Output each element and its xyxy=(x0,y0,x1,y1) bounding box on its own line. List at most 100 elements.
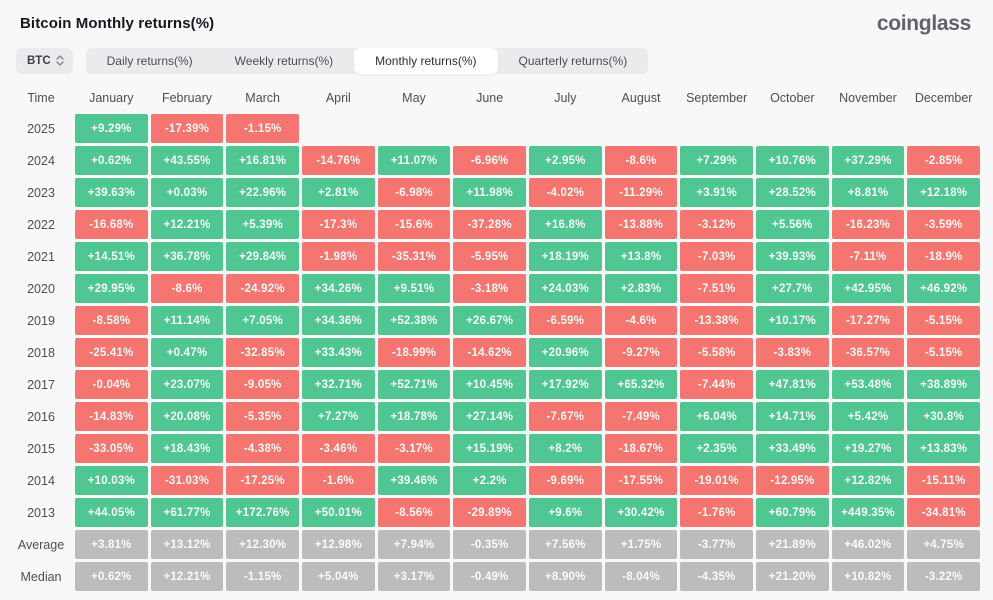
return-cell: -6.96% xyxy=(453,146,526,175)
return-cell: -8.58% xyxy=(75,306,148,335)
return-cell: -14.83% xyxy=(75,402,148,431)
return-cell: -7.03% xyxy=(680,242,753,271)
return-cell: +11.98% xyxy=(453,178,526,207)
return-cell: +13.83% xyxy=(907,434,980,463)
return-cell: +20.08% xyxy=(150,402,224,431)
return-cell: +10.76% xyxy=(755,146,829,175)
column-header-november: November xyxy=(839,91,897,105)
return-cell: +3.91% xyxy=(680,178,753,207)
return-cell: +5.56% xyxy=(755,210,829,239)
return-cell: -5.15% xyxy=(907,306,980,335)
return-cell: +12.21% xyxy=(150,210,224,239)
row-label-2024: 2024 xyxy=(27,153,55,168)
return-cell: -3.77% xyxy=(680,530,753,559)
tab-quarterly-returns[interactable]: Quarterly returns(%) xyxy=(498,48,649,74)
return-cell: +7.94% xyxy=(377,530,451,559)
return-cell: +23.07% xyxy=(150,370,224,399)
column-header-april: April xyxy=(325,91,351,105)
tab-monthly-returns[interactable]: Monthly returns(%) xyxy=(354,47,498,74)
return-cell: +24.03% xyxy=(528,274,602,303)
return-cell: +21.20% xyxy=(755,562,829,591)
return-cell: +0.62% xyxy=(75,146,148,175)
column-header-december: December xyxy=(914,91,973,105)
return-cell: -5.58% xyxy=(680,338,753,367)
column-header-july: July xyxy=(554,91,577,105)
return-cell: +44.05% xyxy=(75,498,148,527)
return-cell: +10.45% xyxy=(453,370,526,399)
return-cell: -17.39% xyxy=(150,114,224,143)
return-cell: +18.19% xyxy=(528,242,602,271)
return-cell: -35.31% xyxy=(377,242,451,271)
column-header-august: August xyxy=(621,91,661,105)
return-cell: +19.27% xyxy=(831,434,905,463)
return-cell: +18.78% xyxy=(377,402,451,431)
return-cell: -1.15% xyxy=(226,114,299,143)
time-column-header: Time xyxy=(27,91,55,105)
return-cell: +7.29% xyxy=(680,146,753,175)
returns-table: Time January February March April May June July… xyxy=(10,82,980,591)
return-cell: -3.12% xyxy=(680,210,753,239)
return-cell: -2.85% xyxy=(907,146,980,175)
symbol-select[interactable]: BTC xyxy=(16,47,73,74)
return-cell: -5.35% xyxy=(226,402,299,431)
row-label-2020: 2020 xyxy=(27,281,55,296)
return-cell: -9.27% xyxy=(604,338,678,367)
column-header-march: March xyxy=(245,91,281,105)
return-cell: -7.44% xyxy=(680,370,753,399)
return-cell: +12.21% xyxy=(150,562,224,591)
return-cell: -7.67% xyxy=(528,402,602,431)
tab-weekly-returns[interactable]: Weekly returns(%) xyxy=(214,48,354,74)
return-cell: -15.6% xyxy=(377,210,451,239)
column-header-january: January xyxy=(89,91,134,105)
tab-daily-returns[interactable]: Daily returns(%) xyxy=(86,48,214,74)
return-cell: +2.83% xyxy=(604,274,678,303)
return-cell: +0.62% xyxy=(75,562,148,591)
return-cell: -8.6% xyxy=(150,274,224,303)
return-cell: -1.15% xyxy=(226,562,299,591)
return-cell: -24.92% xyxy=(226,274,299,303)
return-cell: +2.35% xyxy=(680,434,753,463)
return-cell: +0.47% xyxy=(150,338,224,367)
return-cell xyxy=(302,114,375,143)
return-cell: +46.02% xyxy=(831,530,905,559)
row-label-2025: 2025 xyxy=(27,121,55,136)
return-cell: +39.93% xyxy=(755,242,829,271)
return-cell: -7.11% xyxy=(831,242,905,271)
return-cell xyxy=(378,114,451,143)
row-label-average: Average xyxy=(17,537,65,552)
return-cell: +3.81% xyxy=(75,530,148,559)
return-cell: -17.25% xyxy=(226,466,299,495)
return-cell xyxy=(529,114,602,143)
return-cell: +5.04% xyxy=(301,562,375,591)
return-cell: +47.81% xyxy=(755,370,829,399)
return-cell: -0.35% xyxy=(453,530,526,559)
return-cell: -31.03% xyxy=(150,466,224,495)
return-cell: +50.01% xyxy=(301,498,375,527)
return-cell: +39.46% xyxy=(377,466,451,495)
return-cell: +52.38% xyxy=(377,306,451,335)
return-cell xyxy=(756,114,829,143)
return-cell: +28.52% xyxy=(755,178,829,207)
return-cell: -17.27% xyxy=(831,306,905,335)
return-cell: -3.22% xyxy=(907,562,980,591)
return-cell: +14.71% xyxy=(755,402,829,431)
symbol-select-value: BTC xyxy=(27,54,51,67)
return-cell: -6.98% xyxy=(377,178,451,207)
return-cell: -32.85% xyxy=(226,338,299,367)
table-wrap: Time January February March April May June July… xyxy=(0,74,993,591)
return-cell: +21.89% xyxy=(755,530,829,559)
row-label-median: Median xyxy=(20,569,62,584)
return-cell: +2.81% xyxy=(301,178,375,207)
row-label-2016: 2016 xyxy=(27,409,55,424)
return-cell: +449.35% xyxy=(831,498,905,527)
return-cell: +13.12% xyxy=(150,530,224,559)
return-cell: +172.76% xyxy=(226,498,299,527)
return-cell: +33.43% xyxy=(301,338,375,367)
return-cell: -14.76% xyxy=(301,146,375,175)
return-cell: +16.8% xyxy=(528,210,602,239)
return-cell: +9.6% xyxy=(528,498,602,527)
return-cell: -4.6% xyxy=(604,306,678,335)
returns-tab-bar: Daily returns(%) Weekly returns(%) Monthly… xyxy=(85,47,649,74)
return-cell: -5.95% xyxy=(453,242,526,271)
